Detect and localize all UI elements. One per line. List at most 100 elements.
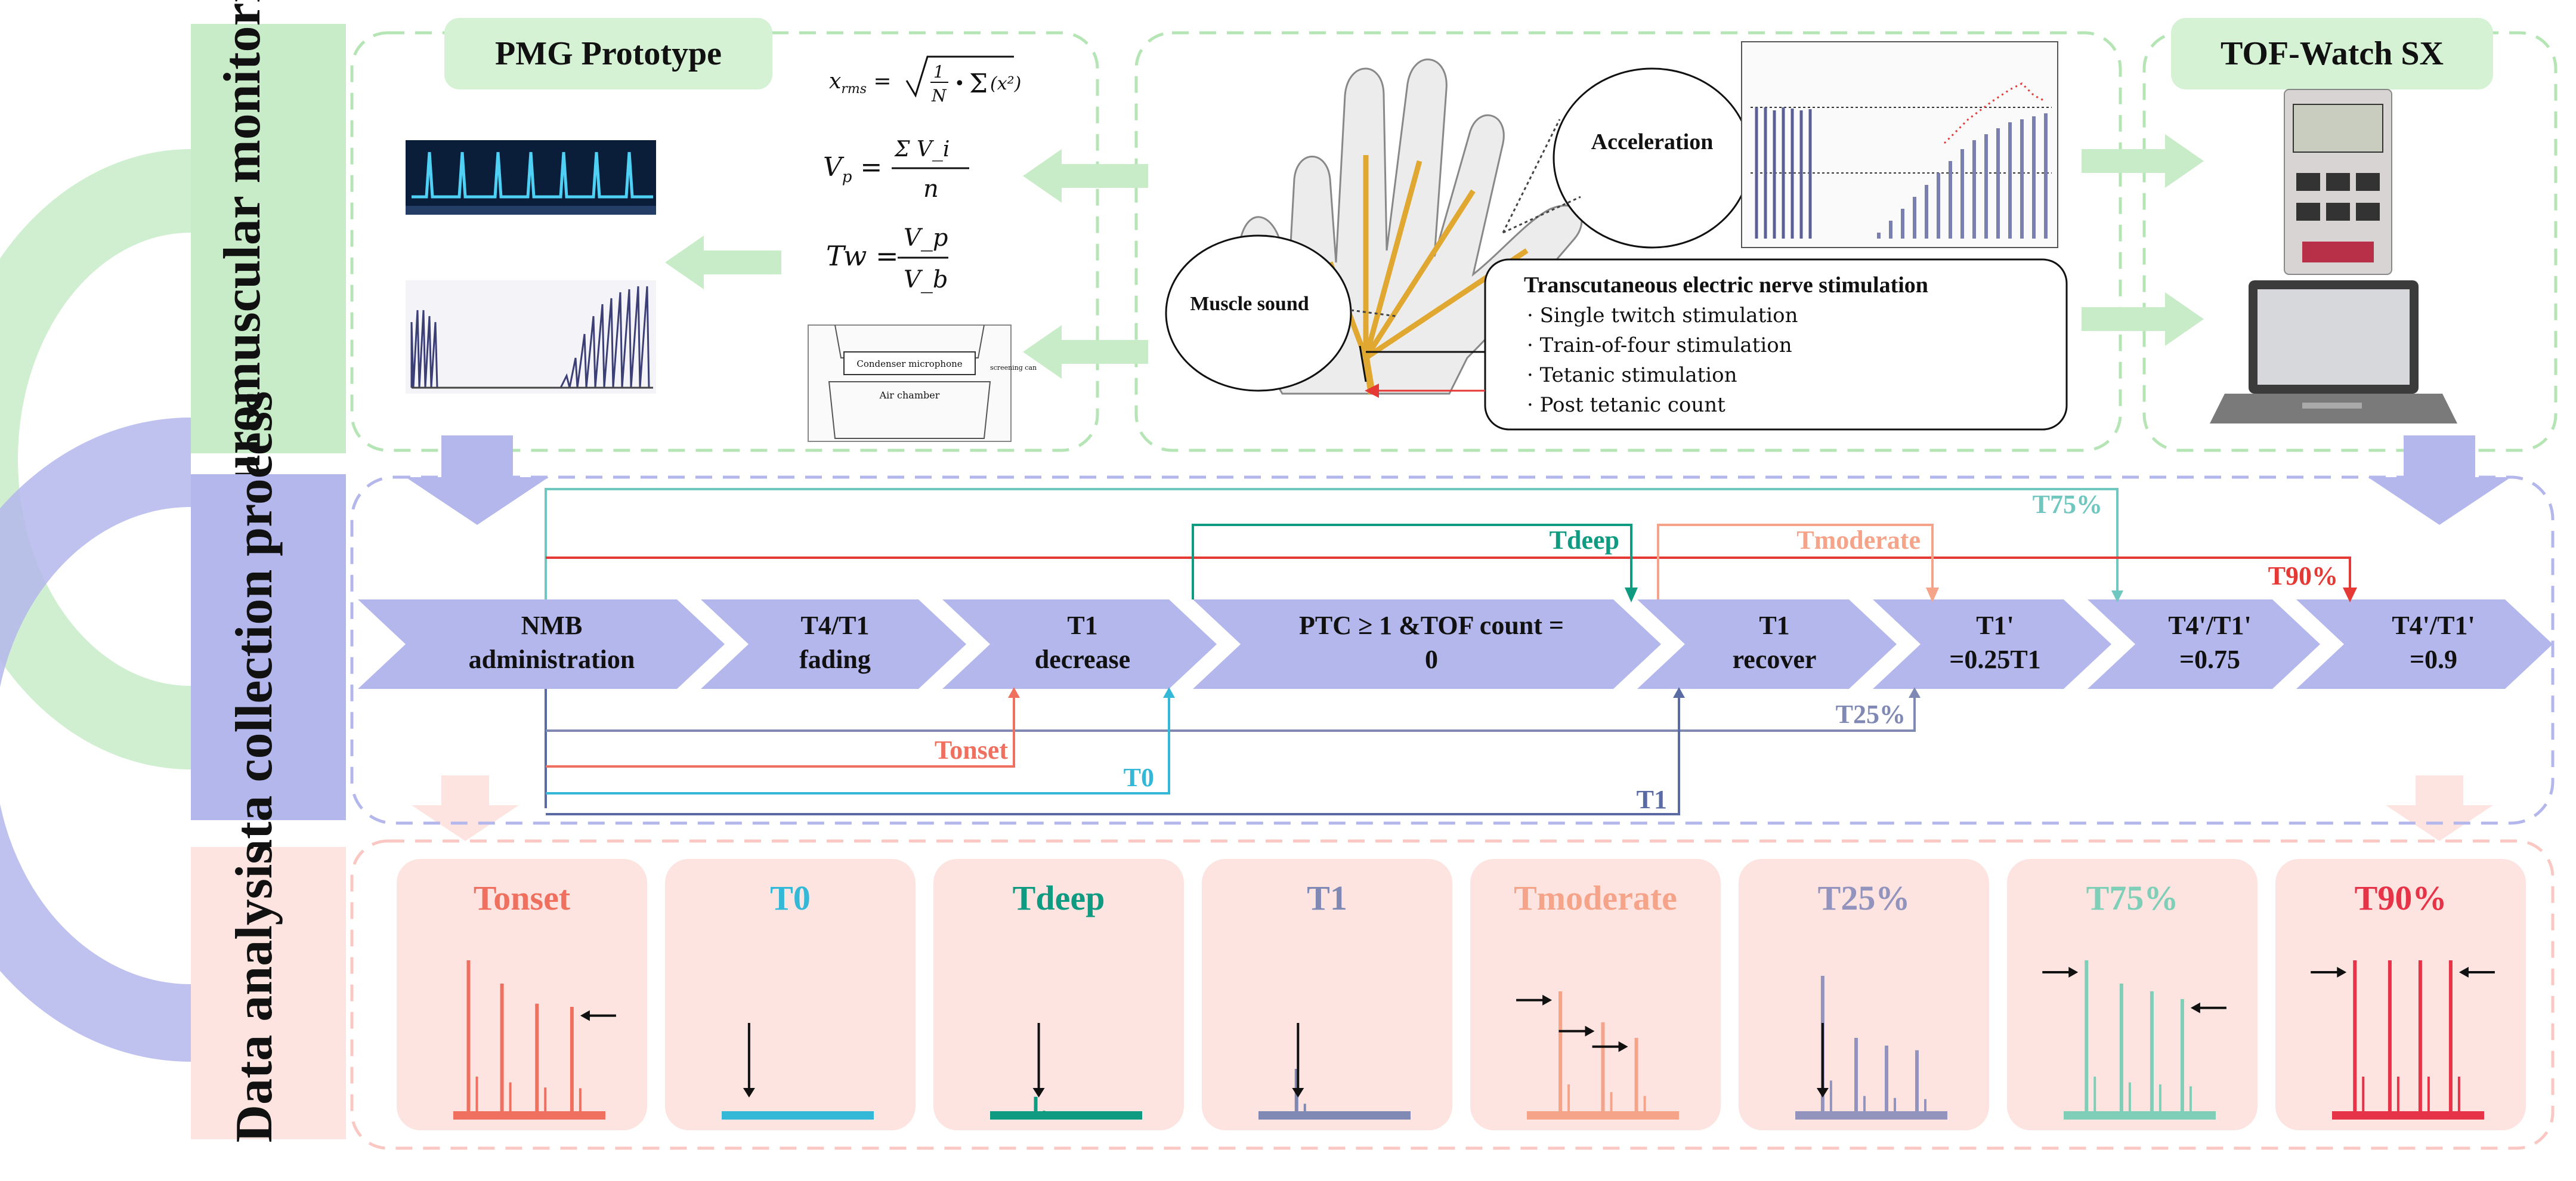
pointer-arrowhead [1292, 1088, 1304, 1097]
left-flow-band [0, 149, 191, 1062]
collection-panel [350, 475, 2555, 825]
stage-label-6b: =0.25T1 [1949, 645, 2040, 674]
label-t1: T1 [1637, 785, 1667, 814]
analysis-card-title: T90% [2355, 879, 2447, 917]
vp-formula: Vp = Σ V_i n [823, 137, 969, 203]
stage-label-7b: =0.75 [2179, 645, 2240, 674]
stage-label-3a: T1 [1067, 611, 1097, 640]
label-tdeep: Tdeep [1550, 525, 1619, 555]
stage-label-3b: decrease [1035, 645, 1130, 674]
section-label-monitoring: Neuromuscular monitoring [191, 0, 346, 545]
analysis-card-4: T1 [1202, 859, 1452, 1130]
hand-panel [1134, 31, 2122, 452]
stage-label-5b: recover [1733, 645, 1817, 674]
pointer-arrowhead [2190, 1002, 2200, 1013]
analysis-card-8: T90% [2275, 859, 2526, 1130]
acceleration-graph-image [1741, 41, 2058, 248]
stage-chevrons [358, 599, 2553, 689]
label-t75: T75% [2033, 490, 2102, 519]
analysis-card-7: T75% [2007, 859, 2258, 1130]
green-arrows [665, 134, 2204, 379]
rms-formula: xrms = 1 N • Σ (x²) [829, 55, 1021, 106]
pointer-arrowhead [2068, 967, 2079, 978]
pointer-arrowhead [1816, 1088, 1829, 1097]
label-tmoderate: Tmoderate [1796, 525, 1921, 555]
section-label-analysis: Data analysis [191, 843, 346, 1143]
analysis-cards: Tonset T0 Tdeep T1 Tmoderate T25% T75% T90% [397, 859, 2526, 1130]
svg-text:PMG Prototype: PMG Prototype [495, 35, 722, 72]
svg-text:n: n [923, 175, 939, 203]
svg-text:V_p: V_p [904, 224, 948, 252]
analysis-card-title: Tdeep [1013, 879, 1105, 917]
svg-text:Muscle sound: Muscle sound [1190, 293, 1309, 315]
svg-text:· Post tetanic count: · Post tetanic count [1527, 393, 1725, 417]
analysis-card-2: T0 [665, 859, 916, 1130]
svg-text:Data collection process: Data collection process [225, 391, 283, 904]
svg-text:xrms =: xrms = [829, 69, 892, 97]
pointer-arrowhead [2459, 967, 2469, 978]
label-t25: T25% [1836, 700, 1906, 729]
svg-text:1: 1 [933, 62, 944, 82]
stage-label-4b: 0 [1425, 645, 1438, 674]
tof-watch-label: TOF-Watch SX [2171, 18, 2493, 89]
svg-text:· Train-of-four stimulation: · Train-of-four stimulation [1527, 333, 1792, 357]
stage-ptc-tof [1193, 599, 1661, 689]
pointer-arrowhead [1585, 1025, 1595, 1037]
stage-t1-decrease [942, 599, 1217, 689]
stage-labels: NMB administration T4/T1 fading T1 decre… [469, 611, 2475, 674]
svg-text:· Single twitch stimulation: · Single twitch stimulation [1527, 304, 1798, 327]
pointer-arrowhead [580, 1010, 590, 1021]
analysis-card-title: Tonset [474, 879, 571, 917]
stage-label-8b: =0.9 [2410, 645, 2457, 674]
pointer-arrowhead [1542, 994, 1553, 1006]
pmg-screen-image [406, 140, 656, 215]
stage-label-1b: administration [469, 645, 635, 674]
svg-text:Vp =: Vp = [823, 152, 882, 186]
svg-text:V_b: V_b [904, 266, 948, 293]
label-t0: T0 [1124, 763, 1154, 792]
pmg-prototype-label: PMG Prototype [444, 18, 772, 89]
stage-t1-025 [1873, 599, 2111, 689]
svg-text:Condenser microphone: Condenser microphone [856, 358, 962, 369]
analysis-card-title: T25% [1818, 879, 1910, 917]
stage-label-6a: T1' [1976, 611, 2014, 640]
stage-label-8a: T4'/T1' [2392, 611, 2475, 640]
analysis-card-6: T25% [1739, 859, 1989, 1130]
pink-down-arrows [412, 775, 2493, 841]
timepoint-connectors [545, 488, 2357, 815]
svg-text:•: • [954, 73, 965, 94]
label-tonset: Tonset [935, 735, 1008, 765]
stage-label-5a: T1 [1759, 611, 1789, 640]
analysis-card-title: T1 [1307, 879, 1347, 917]
muscle-sound-circle: Muscle sound [1165, 234, 1396, 392]
pointer-arrowhead [743, 1088, 755, 1097]
svg-text:N: N [931, 86, 947, 106]
stage-nmb-administration [358, 599, 725, 689]
svg-text:Transcutaneous electric nerve: Transcutaneous electric nerve stimulatio… [1524, 273, 1928, 298]
stage-t4t1-fading [701, 599, 966, 689]
label-t90: T90% [2268, 561, 2338, 590]
pointer-arrowhead [1032, 1088, 1045, 1097]
svg-text:(x²): (x²) [990, 73, 1021, 94]
svg-text:Acceleration: Acceleration [1591, 129, 1714, 154]
svg-text:· Tetanic stimulation: · Tetanic stimulation [1527, 363, 1737, 387]
timepoint-labels: T75% T90% Tdeep Tmoderate T25% Tonset T0… [935, 490, 2338, 814]
svg-text:Air chamber: Air chamber [879, 389, 940, 401]
blue-down-arrows [406, 435, 2511, 525]
svg-text:Tw =: Tw = [826, 240, 899, 272]
pmg-trace-image [406, 280, 656, 394]
analysis-card-1: Tonset [397, 859, 647, 1130]
tw-formula: Tw = V_p V_b [826, 224, 948, 293]
laptop-image [2210, 280, 2457, 423]
stage-label-1a: NMB [521, 611, 583, 640]
analysis-card-5: Tmoderate [1470, 859, 1721, 1130]
stage-t4t1-09 [2296, 599, 2553, 689]
stage-t4t1-075 [2088, 599, 2320, 689]
analysis-card-3: Tdeep [933, 859, 1184, 1130]
stage-t1-recover [1637, 599, 1897, 689]
pointer-arrowhead [2337, 967, 2347, 978]
analysis-card-title: T0 [770, 879, 811, 917]
svg-text:TOF-Watch SX: TOF-Watch SX [2221, 35, 2444, 72]
svg-text:Σ: Σ [969, 69, 988, 99]
stage-label-4a: PTC ≥ 1 &TOF count = [1299, 611, 1564, 640]
